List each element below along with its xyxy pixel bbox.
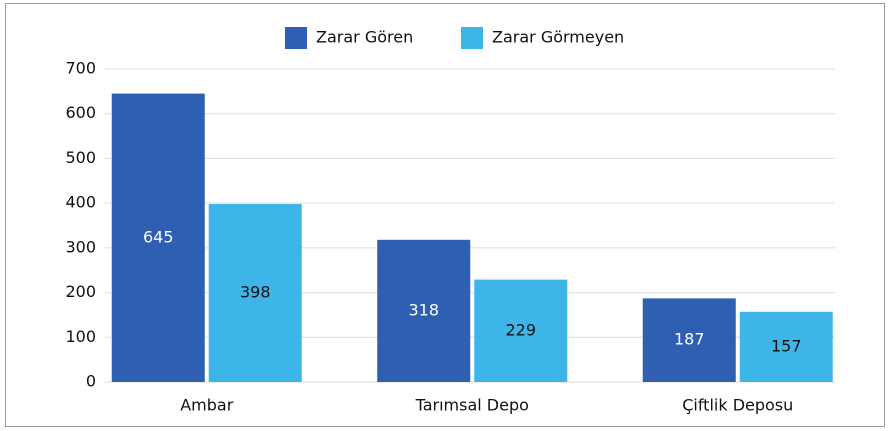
bar bbox=[111, 93, 205, 382]
data-label: 645 bbox=[143, 227, 174, 246]
y-tick-label: 400 bbox=[65, 193, 96, 212]
x-tick-label: Tarımsal Depo bbox=[415, 396, 529, 415]
bar bbox=[739, 311, 833, 382]
data-label: 398 bbox=[240, 283, 271, 302]
y-tick-label: 500 bbox=[65, 148, 96, 167]
y-tick-label: 300 bbox=[65, 237, 96, 256]
bar bbox=[208, 204, 302, 382]
bar bbox=[377, 239, 471, 382]
data-label: 157 bbox=[771, 336, 802, 355]
y-tick-label: 700 bbox=[65, 59, 96, 78]
y-tick-label: 200 bbox=[65, 282, 96, 301]
bar bbox=[474, 279, 568, 382]
data-label: 318 bbox=[408, 300, 439, 319]
bar bbox=[642, 298, 736, 382]
legend-label: Zarar Gören bbox=[316, 28, 413, 47]
data-label: 229 bbox=[505, 320, 536, 339]
y-tick-label: 600 bbox=[65, 103, 96, 122]
y-tick-label: 100 bbox=[65, 327, 96, 346]
legend-label: Zarar Görmeyen bbox=[492, 28, 624, 47]
y-tick-label: 0 bbox=[86, 372, 96, 391]
x-tick-label: Çiftlik Deposu bbox=[682, 396, 793, 415]
data-label: 187 bbox=[674, 330, 705, 349]
legend-swatch bbox=[461, 27, 483, 49]
x-tick-label: Ambar bbox=[180, 396, 233, 415]
legend-swatch bbox=[285, 27, 307, 49]
